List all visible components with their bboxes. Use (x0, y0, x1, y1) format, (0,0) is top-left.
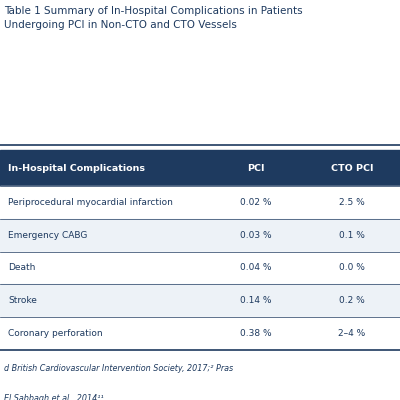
Text: 0.2 %: 0.2 % (339, 296, 365, 305)
Bar (0, 186, 400, 219)
Bar (0, 317, 400, 350)
Text: Periprocedural myocardial infarction: Periprocedural myocardial infarction (8, 198, 173, 207)
Text: Death: Death (8, 264, 35, 272)
Text: Coronary perforation: Coronary perforation (8, 329, 103, 338)
Bar (0, 284, 400, 317)
Text: Stroke: Stroke (8, 296, 37, 305)
Text: d British Cardiovascular Intervention Society, 2017;² Pras: d British Cardiovascular Intervention So… (4, 364, 233, 373)
Text: Emergency CABG: Emergency CABG (8, 231, 87, 240)
Text: 2–4 %: 2–4 % (338, 329, 366, 338)
Text: 0.38 %: 0.38 % (240, 329, 272, 338)
Bar (0, 219, 400, 252)
Text: 0.1 %: 0.1 % (339, 231, 365, 240)
Text: 0.02 %: 0.02 % (240, 198, 272, 207)
Text: In-Hospital Complications: In-Hospital Complications (8, 164, 145, 172)
Text: CTO PCI: CTO PCI (331, 164, 373, 172)
Text: 0.04 %: 0.04 % (240, 264, 272, 272)
Bar (0, 150, 400, 186)
Text: 0.03 %: 0.03 % (240, 231, 272, 240)
Text: El Sabbagh et al., 2014¹¹: El Sabbagh et al., 2014¹¹ (4, 394, 104, 400)
Text: PCI: PCI (247, 164, 265, 172)
Bar (0, 252, 400, 284)
Text: 2.5 %: 2.5 % (339, 198, 365, 207)
Text: Table 1 Summary of In-Hospital Complications in Patients
Undergoing PCI in Non-C: Table 1 Summary of In-Hospital Complicat… (4, 6, 303, 30)
Text: 0.14 %: 0.14 % (240, 296, 272, 305)
Text: 0.0 %: 0.0 % (339, 264, 365, 272)
